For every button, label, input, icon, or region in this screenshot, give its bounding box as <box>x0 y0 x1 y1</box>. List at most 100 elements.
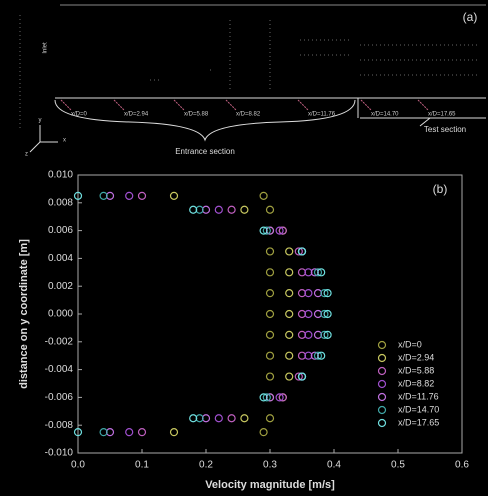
data-point <box>313 268 323 277</box>
data-point <box>317 268 326 277</box>
data-point <box>265 309 275 319</box>
data-point <box>214 205 223 214</box>
grid-lines <box>19 15 480 130</box>
y-tick-label: 0.010 <box>48 170 73 181</box>
y-tick-label: 0.006 <box>48 225 73 236</box>
legend-marker <box>377 353 387 363</box>
legend-marker <box>377 340 387 350</box>
data-point <box>297 289 307 298</box>
data-point <box>304 351 313 360</box>
data-point <box>304 330 313 339</box>
station-label: x/D=17.65 <box>428 112 456 118</box>
x-tick-label: 0.1 <box>135 460 149 471</box>
data-point <box>265 205 275 214</box>
data-point <box>275 393 284 402</box>
data-point <box>285 372 294 381</box>
station-marker <box>173 99 185 111</box>
x-axis-label: Velocity magnitude [m/s] <box>205 479 335 491</box>
data-point <box>265 330 275 339</box>
test-label: Test section <box>424 125 466 134</box>
data-point <box>259 428 268 437</box>
data-point <box>285 309 294 319</box>
data-point <box>137 191 147 200</box>
data-point <box>99 191 108 200</box>
station-label: x/D=5.88 <box>184 112 209 118</box>
data-point <box>285 247 294 256</box>
y-tick-label: -0.004 <box>45 364 74 375</box>
data-point <box>189 414 198 423</box>
data-point <box>262 393 271 402</box>
data-point <box>313 330 323 339</box>
data-point <box>297 268 307 277</box>
station-label: x/D=0 <box>71 112 88 118</box>
y-tick-label: -0.002 <box>45 336 74 347</box>
data-point <box>73 191 83 200</box>
data-point <box>313 351 323 360</box>
entrance-label: Entrance section <box>175 147 235 156</box>
data-point <box>278 393 287 402</box>
data-point <box>285 268 294 277</box>
data-point <box>294 372 303 381</box>
data-point <box>323 309 332 319</box>
x-tick-label: 0.4 <box>327 460 341 471</box>
x-tick-label: 0.0 <box>71 460 85 471</box>
data-point <box>227 205 236 214</box>
entrance-brace <box>54 99 356 142</box>
data-point <box>227 414 236 423</box>
data-point <box>265 414 275 423</box>
data-point <box>265 393 275 402</box>
station-label: x/D=8.82 <box>236 112 261 118</box>
y-tick-label: 0.000 <box>48 309 73 320</box>
x-tick-label: 0.2 <box>199 460 213 471</box>
legend-label: x/D=0 <box>398 339 422 349</box>
legend-label: x/D=2.94 <box>398 352 434 362</box>
data-point <box>320 289 329 298</box>
data-point <box>304 268 313 277</box>
data-point <box>214 414 223 423</box>
legend-label: x/D=5.88 <box>398 365 434 375</box>
data-point <box>304 309 313 319</box>
schematic <box>19 4 486 153</box>
legend-marker <box>377 405 387 415</box>
x-tick-label: 0.5 <box>391 460 405 471</box>
data-point <box>278 226 287 235</box>
schematic-labels: (a) Inlet Entrance section Test section … <box>25 10 477 157</box>
data-point <box>265 351 275 360</box>
data-point <box>169 191 179 200</box>
legend-marker <box>377 379 387 389</box>
data-point <box>294 247 303 256</box>
data-point <box>259 393 268 402</box>
y-tick-label: 0.008 <box>48 197 73 208</box>
data-point <box>201 414 211 423</box>
data-point <box>285 289 294 298</box>
data-point <box>285 330 294 339</box>
station-label: x/D=2.94 <box>124 112 149 118</box>
data-point <box>99 428 108 437</box>
data-point <box>297 372 307 381</box>
data-point <box>137 428 147 437</box>
data-point <box>313 309 323 319</box>
station-marker <box>60 99 72 111</box>
legend-label: x/D=17.65 <box>398 417 439 427</box>
data-point <box>169 428 179 437</box>
data-point <box>320 309 329 319</box>
axis-x-label: x <box>63 138 66 144</box>
data-point <box>285 351 294 360</box>
axes-icon <box>29 125 58 153</box>
data-point <box>125 428 134 437</box>
data-point <box>265 247 275 256</box>
panel-label: (b) <box>433 182 448 196</box>
legend-marker <box>377 392 387 402</box>
data-point <box>297 351 307 360</box>
data-point <box>265 372 275 381</box>
y-tick-label: -0.010 <box>45 448 74 459</box>
panel-label: (a) <box>463 10 478 24</box>
y-axis-label: distance on y coordinate [m] <box>18 239 30 389</box>
station-marker <box>417 99 429 111</box>
data-point <box>320 330 329 339</box>
data-point <box>265 289 275 298</box>
station-label: x/D=11.76 <box>308 112 336 118</box>
data-point <box>275 226 284 235</box>
